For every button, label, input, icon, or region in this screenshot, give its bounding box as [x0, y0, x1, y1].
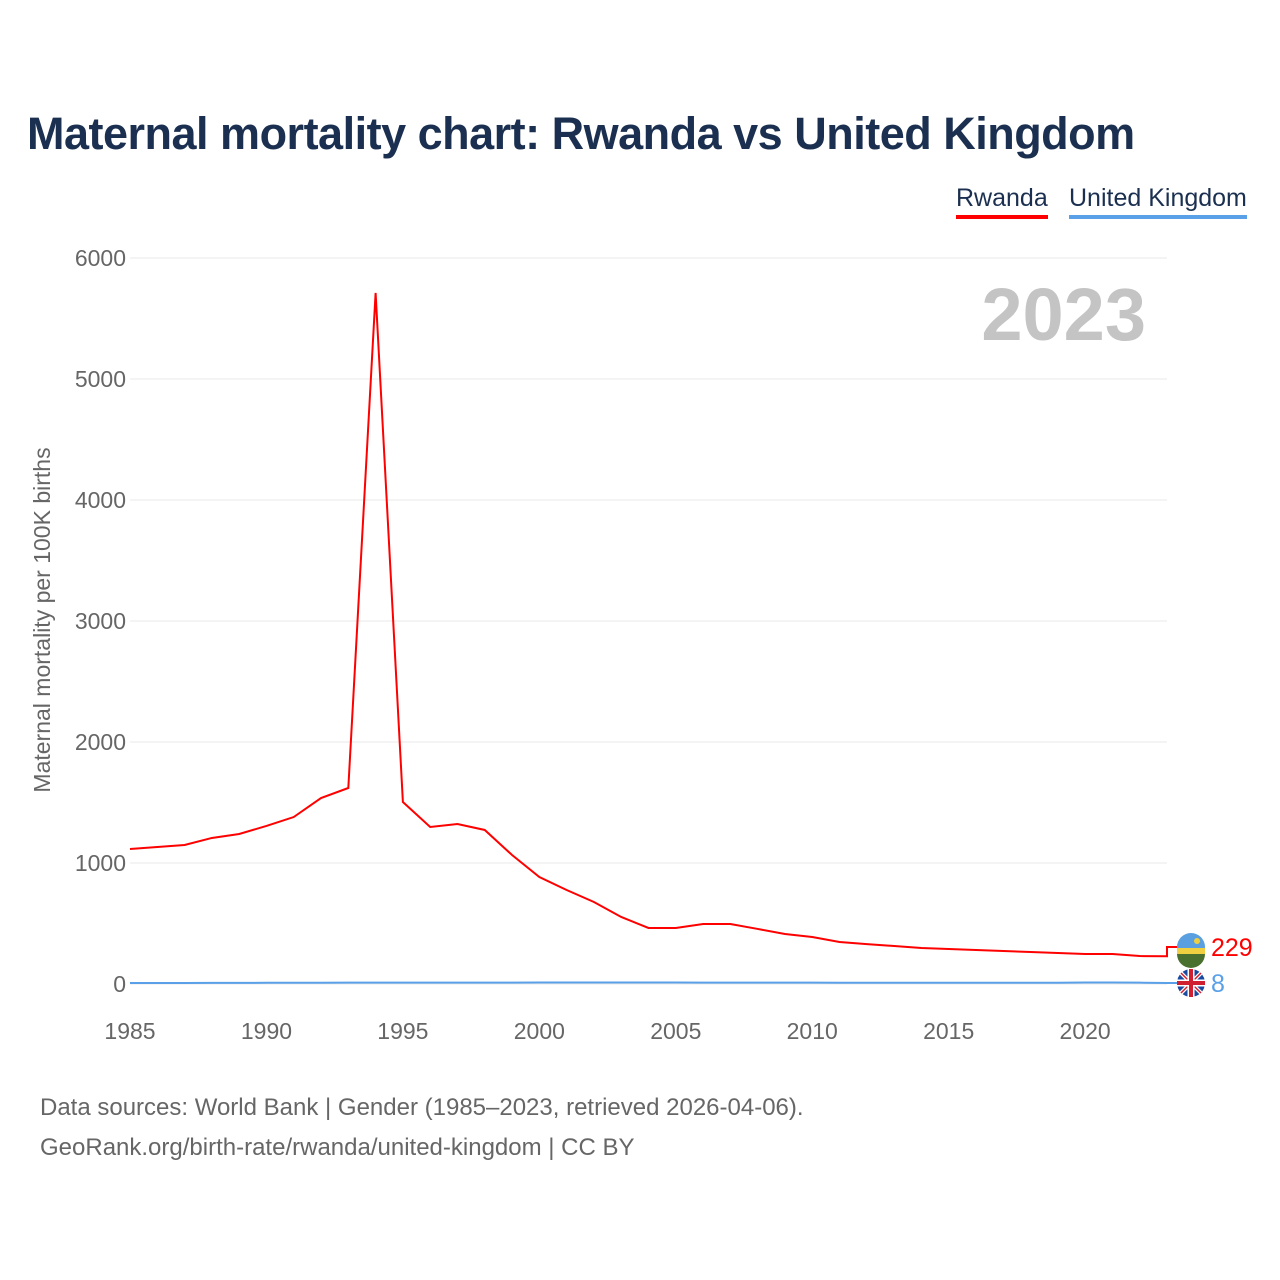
x-tick-label: 2000: [514, 1018, 565, 1044]
footer: Data sources: World Bank | Gender (1985–…: [40, 1088, 804, 1168]
rwanda-flag-stripe: [1177, 954, 1205, 968]
footer-link[interactable]: GeoRank.org/birth-rate/rwanda/united-kin…: [40, 1134, 635, 1161]
x-tick-label: 2015: [923, 1018, 974, 1044]
end-value-label: 229: [1211, 934, 1253, 962]
x-tick-label: 1990: [241, 1018, 292, 1044]
x-tick-label: 2005: [650, 1018, 701, 1044]
y-tick-label: 3000: [75, 608, 126, 634]
rwanda-flag-stripe: [1177, 948, 1205, 954]
y-tick-label: 1000: [75, 850, 126, 876]
chart-title: Maternal mortality chart: Rwanda vs Unit…: [27, 108, 1135, 159]
legend-item-united-kingdom[interactable]: United Kingdom: [1069, 184, 1247, 219]
y-tick-label: 4000: [75, 487, 126, 513]
x-tick-label: 1985: [104, 1018, 155, 1044]
x-tick-label: 2020: [1060, 1018, 1111, 1044]
uk-flag-cross: [1177, 969, 1205, 997]
y-tick-label: 2000: [75, 729, 126, 755]
end-value-label: 8: [1211, 970, 1225, 998]
legend-item-rwanda[interactable]: Rwanda: [956, 184, 1048, 219]
y-axis-label: Maternal mortality per 100K births: [29, 447, 55, 792]
y-tick-label: 0: [113, 971, 126, 997]
year-watermark: 2023: [981, 273, 1146, 356]
x-tick-label: 2010: [787, 1018, 838, 1044]
rwanda-flag-sun: [1194, 938, 1200, 944]
y-tick-label: 6000: [75, 245, 126, 271]
footer-sources: Data sources: World Bank | Gender (1985–…: [40, 1094, 804, 1121]
y-tick-label: 5000: [75, 366, 126, 392]
series-line-rwanda: [129, 292, 1178, 958]
x-tick-label: 1995: [377, 1018, 428, 1044]
